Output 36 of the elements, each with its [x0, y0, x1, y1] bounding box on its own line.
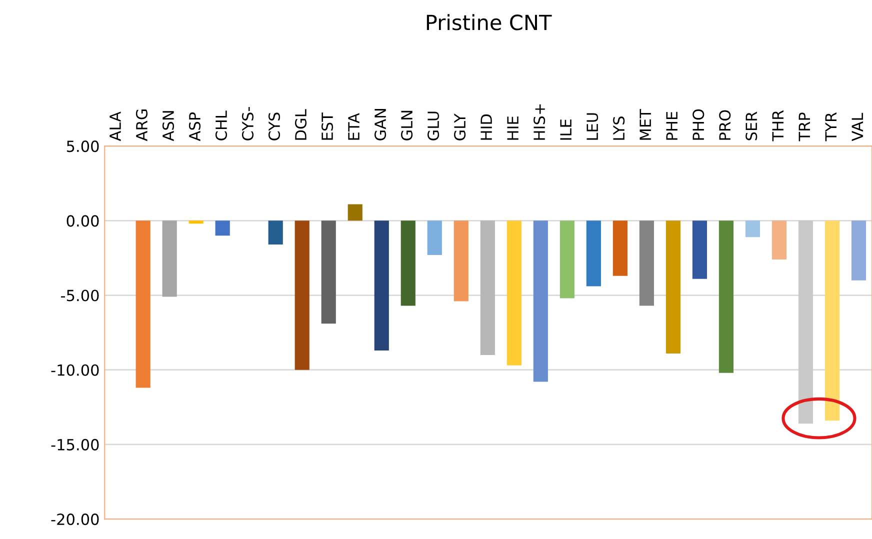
y-tick-label: -5.00: [60, 290, 99, 302]
x-tick-label: PRO: [719, 110, 731, 140]
x-tick-label: ARG: [136, 110, 148, 142]
x-tick-label: CHL: [215, 110, 228, 140]
chart-title: Pristine CNT: [426, 14, 552, 30]
x-tick-label: MET: [640, 108, 651, 140]
x-tick-label: LEU: [586, 113, 598, 140]
x-tick-label: ETA: [348, 113, 360, 140]
x-tick-label: CYS-: [242, 107, 254, 140]
y-tick-label: -15.00: [51, 438, 99, 450]
y-tick-label: -10.00: [51, 364, 99, 376]
x-tick-label: PHE: [666, 112, 678, 140]
x-tick-label: TRP: [798, 112, 810, 142]
x-tick-label: SER: [746, 112, 758, 140]
x-tick-label: GLU: [428, 112, 440, 140]
x-tick-label: HID: [480, 114, 492, 140]
x-tick-label: CYS: [268, 112, 280, 140]
x-tick-label: ILE: [560, 120, 572, 140]
x-tick-label: GLN: [401, 110, 413, 140]
x-tick-label: GAN: [374, 108, 386, 140]
x-tick-label: VAL: [852, 112, 863, 142]
x-tick-label: ASN: [162, 111, 174, 142]
x-tick-label: DGL: [294, 109, 307, 140]
x-tick-label: HIE: [507, 116, 518, 140]
x-tick-label: GLY: [454, 114, 466, 140]
x-tick-label: TYR: [825, 112, 836, 142]
y-tick-label: 0.00: [66, 215, 99, 227]
x-tick-label: PHO: [692, 109, 704, 140]
y-tick-label: -20.00: [51, 514, 99, 526]
x-tick-label: EST: [321, 112, 334, 140]
x-tick-label: ASP: [188, 112, 201, 142]
y-tick-label: 5.00: [66, 140, 99, 152]
x-tick-label: ALA: [110, 112, 121, 142]
x-tick-label: THR: [772, 110, 784, 142]
x-tick-label: HIS+: [534, 104, 546, 140]
x-tick-label: LYS: [613, 116, 625, 140]
